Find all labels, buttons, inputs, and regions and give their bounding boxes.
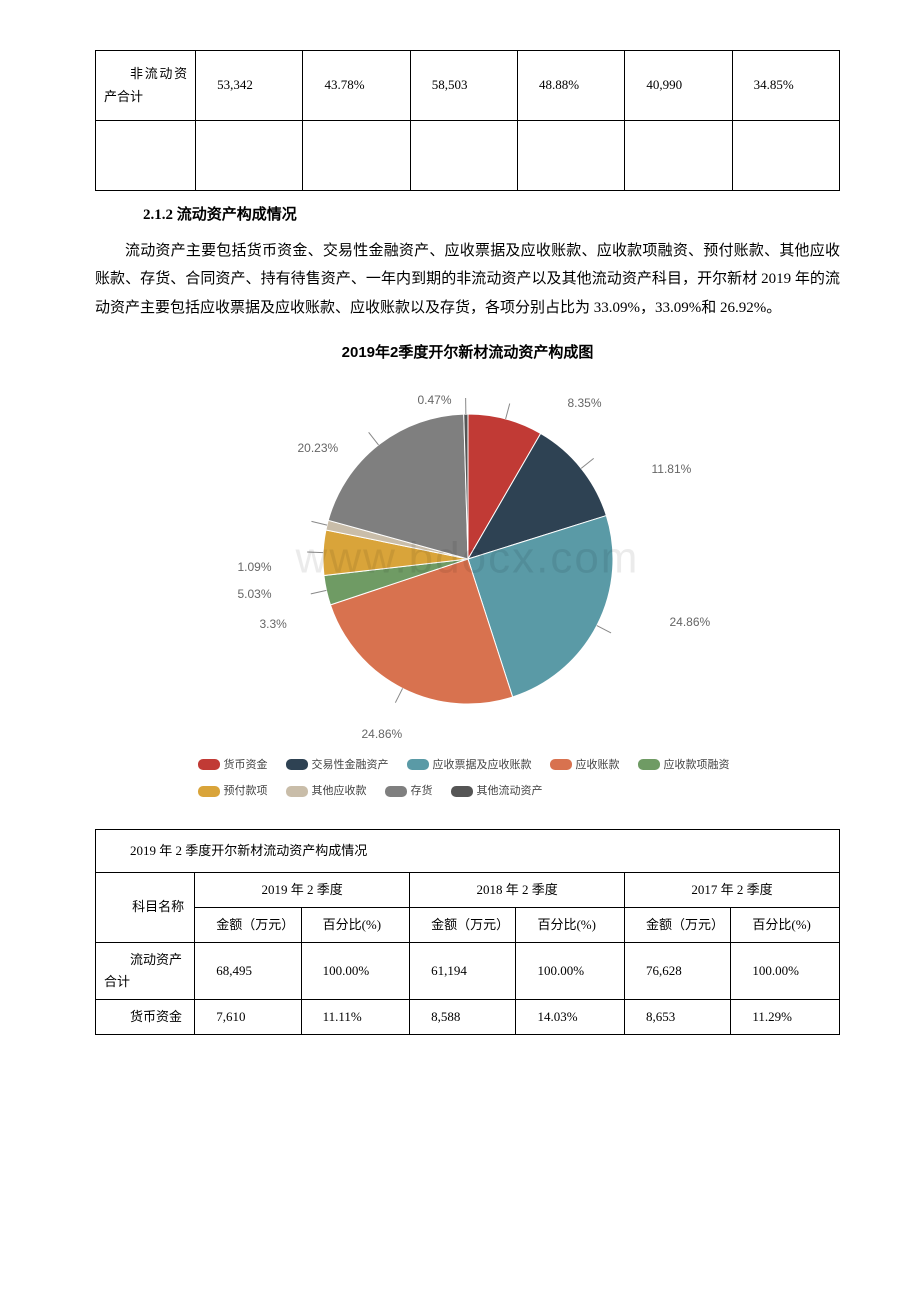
pie-slice-label: 3.3% xyxy=(260,614,287,634)
pct-cell: 100.00% xyxy=(731,942,840,999)
legend-swatch xyxy=(407,759,429,770)
amt-cell: 58,503 xyxy=(410,51,517,121)
pct-cell: 11.29% xyxy=(731,999,840,1034)
chart-title: 2019年2季度开尔新材流动资产构成图 xyxy=(95,340,840,366)
col-q2-hdr: 2018 年 2 季度 xyxy=(410,872,625,907)
pct-cell: 100.00% xyxy=(516,942,625,999)
legend-label: 预付款项 xyxy=(224,785,268,797)
amt-cell: 8,653 xyxy=(625,999,731,1034)
legend-label: 应收款项融资 xyxy=(664,759,730,771)
legend-label: 其他应收款 xyxy=(312,785,367,797)
table-row: 货币资金 7,610 11.11% 8,588 14.03% 8,653 11.… xyxy=(96,999,840,1034)
pie-slice-label: 1.09% xyxy=(238,557,272,577)
amt-cell: 68,495 xyxy=(195,942,301,999)
legend-item: 预付款项 xyxy=(198,778,268,805)
pie-wrap: 8.35% 11.81% 24.86% 24.86% 3.3% 5.03% 1.09% 20.… xyxy=(138,374,798,744)
legend-item: 存货 xyxy=(385,778,433,805)
table-row: 非流动资产合计 53,342 43.78% 58,503 48.88% 40,9… xyxy=(96,51,840,121)
table-header-row-2: 金额（万元） 百分比(%) 金额（万元） 百分比(%) 金额（万元） 百分比(%… xyxy=(96,907,840,942)
legend-swatch xyxy=(198,786,220,797)
table-row-empty xyxy=(96,121,840,191)
legend-item: 货币资金 xyxy=(198,752,268,779)
legend-swatch xyxy=(286,759,308,770)
legend-label: 交易性金融资产 xyxy=(312,759,389,771)
table-caption-row: 2019 年 2 季度开尔新材流动资产构成情况 xyxy=(96,829,840,872)
legend-item: 应收账款 xyxy=(550,752,620,779)
legend-item: 交易性金融资产 xyxy=(286,752,389,779)
pie-slice-label: 11.81% xyxy=(652,459,692,479)
legend-label: 应收票据及应收账款 xyxy=(433,759,532,771)
amt-cell: 8,588 xyxy=(410,999,516,1034)
pie-slice-label: 20.23% xyxy=(298,438,339,458)
pct-cell: 34.85% xyxy=(732,51,839,121)
pct-cell: 43.78% xyxy=(303,51,410,121)
legend-label: 存货 xyxy=(411,785,433,797)
row-label: 流动资产合计 xyxy=(96,942,195,999)
col-name-hdr: 科目名称 xyxy=(96,872,195,942)
col-q3-hdr: 2017 年 2 季度 xyxy=(625,872,840,907)
table-row: 流动资产合计 68,495 100.00% 61,194 100.00% 76,… xyxy=(96,942,840,999)
sub-amt-hdr: 金额（万元） xyxy=(410,907,516,942)
pct-cell: 48.88% xyxy=(518,51,625,121)
pct-cell: 11.11% xyxy=(301,999,410,1034)
legend-item: 其他流动资产 xyxy=(451,778,543,805)
legend-item: 应收款项融资 xyxy=(638,752,730,779)
legend-label: 应收账款 xyxy=(576,759,620,771)
legend-label: 其他流动资产 xyxy=(477,785,543,797)
amt-cell: 76,628 xyxy=(625,942,731,999)
pie-chart xyxy=(138,374,798,744)
amt-cell: 61,194 xyxy=(410,942,516,999)
section-paragraph: 流动资产主要包括货币资金、交易性金融资产、应收票据及应收账款、应收款项融资、预付… xyxy=(95,237,840,323)
pie-slice-label: 24.86% xyxy=(670,612,711,632)
bottom-table: 2019 年 2 季度开尔新材流动资产构成情况 科目名称 2019 年 2 季度… xyxy=(95,829,840,1036)
legend-swatch xyxy=(286,786,308,797)
row-label: 货币资金 xyxy=(96,999,195,1034)
row-label: 非流动资产合计 xyxy=(96,51,196,121)
chart-legend: 货币资金 交易性金融资产 应收票据及应收账款 应收账款 应收款项融资预付款项 其他应收款 存… xyxy=(138,744,798,819)
sub-amt-hdr: 金额（万元） xyxy=(625,907,731,942)
legend-swatch xyxy=(198,759,220,770)
legend-swatch xyxy=(385,786,407,797)
pie-slice-label: 0.47% xyxy=(418,390,452,410)
pct-cell: 14.03% xyxy=(516,999,625,1034)
pct-cell: 100.00% xyxy=(301,942,410,999)
section-heading: 2.1.2 流动资产构成情况 xyxy=(95,203,840,229)
sub-pct-hdr: 百分比(%) xyxy=(516,907,625,942)
sub-amt-hdr: 金额（万元） xyxy=(195,907,301,942)
pie-slice-label: 5.03% xyxy=(238,584,272,604)
legend-item: 应收票据及应收账款 xyxy=(407,752,532,779)
legend-swatch xyxy=(550,759,572,770)
sub-pct-hdr: 百分比(%) xyxy=(731,907,840,942)
table-header-row-1: 科目名称 2019 年 2 季度 2018 年 2 季度 2017 年 2 季度 xyxy=(96,872,840,907)
sub-pct-hdr: 百分比(%) xyxy=(301,907,410,942)
top-table: 非流动资产合计 53,342 43.78% 58,503 48.88% 40,9… xyxy=(95,50,840,191)
amt-cell: 40,990 xyxy=(625,51,732,121)
pie-chart-area: 8.35% 11.81% 24.86% 24.86% 3.3% 5.03% 1.09% 20.… xyxy=(138,374,798,819)
pie-slice-label: 8.35% xyxy=(568,393,602,413)
legend-swatch xyxy=(638,759,660,770)
table-caption: 2019 年 2 季度开尔新材流动资产构成情况 xyxy=(96,829,840,872)
amt-cell: 53,342 xyxy=(196,51,303,121)
pie-slice-label: 24.86% xyxy=(362,724,403,744)
amt-cell: 7,610 xyxy=(195,999,301,1034)
col-q1-hdr: 2019 年 2 季度 xyxy=(195,872,410,907)
legend-label: 货币资金 xyxy=(224,759,268,771)
legend-swatch xyxy=(451,786,473,797)
legend-item: 其他应收款 xyxy=(286,778,367,805)
